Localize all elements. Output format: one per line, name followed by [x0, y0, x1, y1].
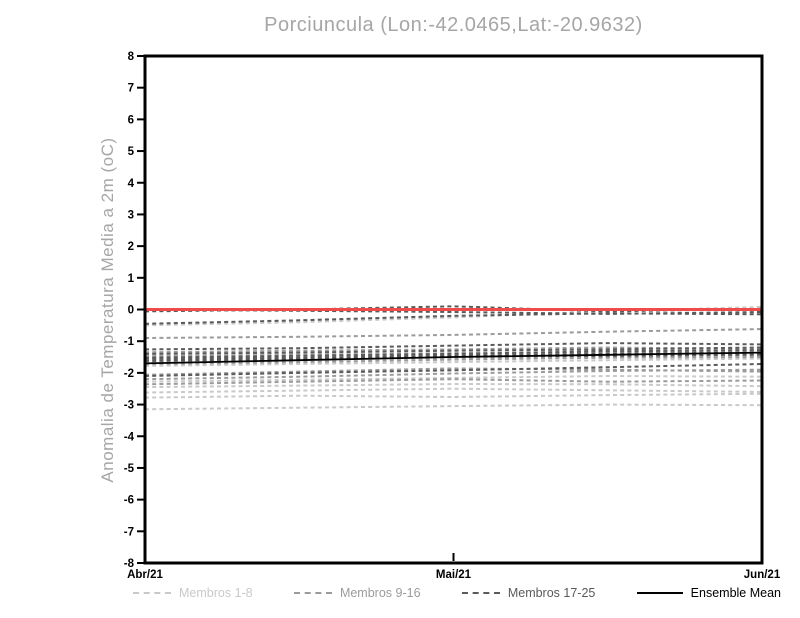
- x-tick-label: Abr/21: [127, 569, 163, 581]
- y-tick-label: -7: [124, 526, 134, 538]
- member-line: [144, 349, 763, 359]
- member-line: [144, 368, 763, 381]
- chart-legend: Membros 1-8 Membros 9-16 Membros 17-25 E…: [133, 586, 781, 600]
- y-tick-label: 0: [128, 305, 134, 317]
- member-line: [144, 387, 763, 394]
- member-line: [144, 403, 763, 411]
- y-tick-label: 2: [128, 241, 134, 253]
- dashed-line-sample-icon: [293, 592, 332, 594]
- member-line: [144, 392, 763, 399]
- legend-item-ensemble-mean: Ensemble Mean: [636, 586, 781, 600]
- y-tick-label: -8: [124, 558, 135, 570]
- member-line: [144, 382, 763, 389]
- y-tick-label: -1: [124, 336, 135, 348]
- dashed-line-sample-icon: [133, 592, 171, 594]
- member-line: [144, 374, 763, 383]
- legend-item-members-9-16: Membros 9-16: [293, 586, 421, 600]
- legend-label: Membros 9-16: [339, 586, 421, 600]
- solid-line-sample-icon: [636, 592, 683, 594]
- y-tick-label: 5: [128, 146, 135, 158]
- x-tick-label: Mai/21: [436, 569, 472, 581]
- y-tick-label: -2: [124, 368, 134, 380]
- dashed-line-sample-icon: [461, 592, 500, 594]
- member-line: [144, 353, 763, 362]
- member-line: [144, 312, 763, 325]
- legend-label: Ensemble Mean: [690, 586, 781, 600]
- y-tick-label: -5: [124, 463, 135, 475]
- y-tick-label: -6: [124, 495, 134, 507]
- y-tick-label: 1: [128, 273, 135, 285]
- y-tick-label: 4: [128, 178, 135, 190]
- y-tick-label: -4: [124, 431, 135, 443]
- legend-label: Membros 17-25: [507, 586, 596, 600]
- legend-item-members-1-8: Membros 1-8: [133, 586, 253, 600]
- legend-item-members-17-25: Membros 17-25: [461, 586, 596, 600]
- ensemble-mean-line: [144, 351, 763, 365]
- member-line: [144, 367, 763, 376]
- member-line: [144, 363, 763, 377]
- y-tick-label: 3: [128, 209, 134, 221]
- member-line: [144, 342, 763, 351]
- legend-label: Membros 1-8: [179, 586, 253, 600]
- member-line: [144, 356, 763, 365]
- member-line: [144, 357, 763, 367]
- y-tick-label: 6: [128, 114, 134, 126]
- y-tick-label: -3: [124, 400, 134, 412]
- member-line: [144, 378, 763, 386]
- y-tick-label: 7: [128, 83, 134, 95]
- member-line: [144, 328, 763, 339]
- chart-title: Porciuncula (Lon:-42.0465,Lat:-20.9632): [264, 14, 643, 36]
- member-line: [144, 346, 763, 354]
- member-line: [144, 346, 763, 355]
- x-tick-label: Jun/21: [744, 569, 781, 581]
- y-tick-label: 8: [128, 51, 135, 63]
